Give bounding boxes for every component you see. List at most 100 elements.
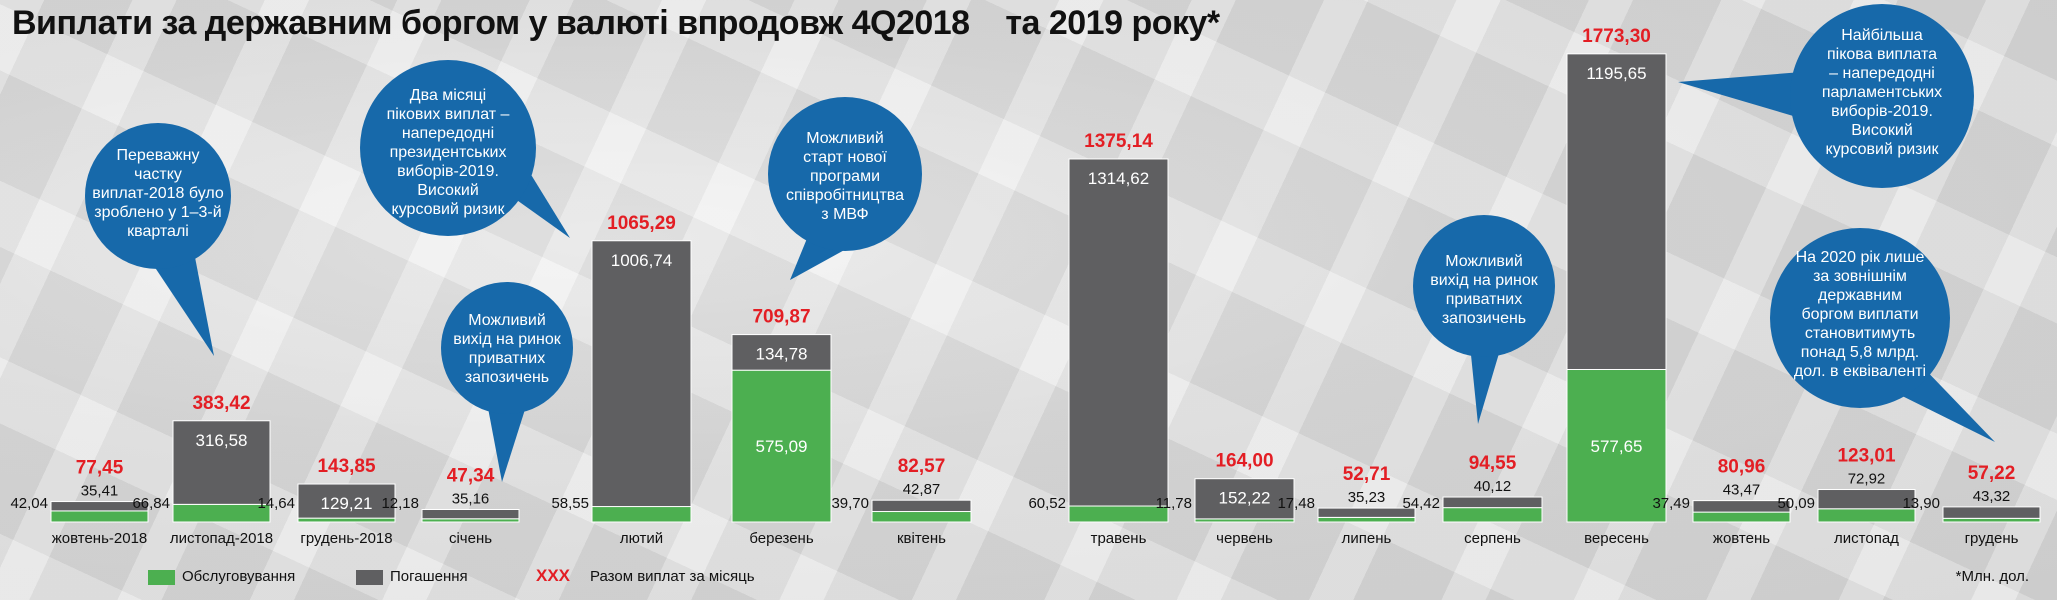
callout-text: На 2020 рік лише <box>1796 249 1925 266</box>
bar-repay <box>871 499 972 513</box>
tick-label-x: березень <box>749 530 813 547</box>
bar-service <box>172 503 271 523</box>
data-label-repay: 42,87 <box>903 481 941 498</box>
callout-text: пікових виплат – <box>387 106 510 123</box>
callout-text: співробітництва <box>786 187 904 204</box>
legend-service-label: Обслуговування <box>182 568 296 585</box>
data-label-service: 14,64 <box>257 495 295 512</box>
callout-text: запозичень <box>1442 310 1526 327</box>
bar-repay <box>50 501 149 512</box>
callout-text: приватних <box>1446 291 1522 308</box>
callout-tail <box>150 252 214 356</box>
bar-repay <box>1442 496 1543 509</box>
tick-label-x: грудень-2018 <box>300 530 392 547</box>
callout-text: програми <box>810 168 880 185</box>
data-label-repay: 129,21 <box>321 494 373 513</box>
data-label-total: 143,85 <box>317 456 376 477</box>
callout-bubble <box>85 123 231 269</box>
data-label-total: 709,87 <box>752 307 810 328</box>
data-label-service: 66,84 <box>132 495 170 512</box>
bar-service <box>731 369 832 523</box>
callout-text: Високий <box>417 182 479 199</box>
bar-repay <box>1068 158 1169 507</box>
tick-label-x: квітень <box>897 530 946 547</box>
callout-text: боргом виплати <box>1801 306 1918 323</box>
callout-text: частку <box>134 166 182 183</box>
callout-text: становитимуть <box>1805 325 1915 342</box>
data-label-repay: 35,23 <box>1348 489 1386 506</box>
data-label-repay: 1195,65 <box>1586 64 1646 83</box>
callout-text: старт нової <box>803 149 887 166</box>
callout-text: парламентських <box>1822 84 1942 101</box>
callout-text: виплат-2018 було <box>92 185 224 202</box>
callout-text: Високий <box>1851 122 1913 139</box>
bar-service <box>50 510 149 523</box>
callout-tail <box>1678 72 1802 118</box>
callout-bubble <box>768 97 922 251</box>
data-label-repay: 1314,62 <box>1088 169 1149 188</box>
bar-service <box>591 506 692 523</box>
bar-repay <box>1317 507 1416 518</box>
callout-text: Переважну <box>117 147 200 164</box>
chart-title: Виплати за державним боргом у валюті впр… <box>12 4 1220 42</box>
data-label-repay: 152,22 <box>1219 489 1271 508</box>
bar-repay <box>421 509 520 520</box>
tick-label-x: жовтень-2018 <box>52 530 148 547</box>
data-label-repay: 72,92 <box>1848 471 1886 488</box>
callout-text: – напередодні <box>1829 65 1935 82</box>
data-label-service: 39,70 <box>831 495 869 512</box>
bar-service <box>1442 507 1543 523</box>
data-label-total: 82,57 <box>898 456 946 477</box>
bar-repay <box>1942 506 2041 519</box>
data-label-repay: 316,58 <box>196 431 248 450</box>
callout-text: Можливий <box>1445 253 1523 270</box>
data-label-service: 13,90 <box>1902 495 1940 512</box>
data-label-total: 1375,14 <box>1084 131 1153 152</box>
bar-repay <box>591 240 692 508</box>
callout-text: Можливий <box>806 130 884 147</box>
callout-text: з МВФ <box>821 206 868 223</box>
callout-text: курсовий ризик <box>392 201 506 218</box>
callout-text: кварталі <box>127 223 189 240</box>
data-label-repay: 134,78 <box>756 345 808 364</box>
data-label-total: 57,22 <box>1968 463 2016 484</box>
data-label-total: 164,00 <box>1215 451 1273 472</box>
callout-text: Можливий <box>468 312 546 329</box>
callout-text: Найбільша <box>1841 27 1923 44</box>
data-label-service: 575,09 <box>756 437 808 456</box>
bar-service <box>1817 508 1916 523</box>
tick-label-x: липень <box>1342 530 1392 547</box>
bar-repay <box>1817 489 1916 510</box>
tick-label-x: січень <box>449 530 492 547</box>
callout-text: виборів-2019. <box>397 163 499 180</box>
legend-total-marker: XXX <box>536 566 571 585</box>
bar-service <box>297 517 396 523</box>
data-label-total: 123,01 <box>1837 446 1896 467</box>
data-label-service: 37,49 <box>1652 495 1690 512</box>
callout-tail <box>488 400 528 482</box>
bar-repay <box>1692 500 1791 513</box>
data-label-total: 77,45 <box>76 458 124 479</box>
tick-label-x: листопад-2018 <box>170 530 273 547</box>
data-label-service: 12,18 <box>381 495 419 512</box>
data-label-service: 58,55 <box>551 495 589 512</box>
data-label-service: 60,52 <box>1028 495 1066 512</box>
legend-repay-label: Погашення <box>390 568 468 585</box>
tick-label-x: червень <box>1216 530 1273 547</box>
data-label-repay: 43,47 <box>1723 482 1761 499</box>
data-label-service: 577,65 <box>1591 437 1643 456</box>
callout-text: президентських <box>390 144 507 161</box>
data-label-total: 80,96 <box>1718 457 1766 478</box>
data-label-total: 52,71 <box>1343 464 1391 485</box>
callout-bubble <box>360 60 536 236</box>
data-label-repay: 35,41 <box>81 483 119 500</box>
data-label-total: 1065,29 <box>607 213 676 234</box>
legend-total-label: Разом виплат за місяць <box>590 568 755 585</box>
bar-repay <box>297 483 396 519</box>
data-label-repay: 1006,74 <box>611 251 672 270</box>
tick-label-x: вересень <box>1584 530 1649 547</box>
data-label-total: 47,34 <box>447 466 495 487</box>
data-label-service: 54,42 <box>1402 495 1440 512</box>
